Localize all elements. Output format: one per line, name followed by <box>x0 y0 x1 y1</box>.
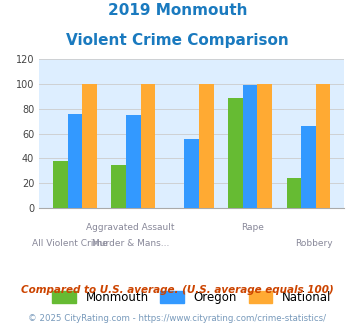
Bar <box>184 139 199 208</box>
Text: 2019 Monmouth: 2019 Monmouth <box>108 3 247 18</box>
Bar <box>301 126 316 208</box>
Text: Aggravated Assault: Aggravated Assault <box>86 223 175 232</box>
Bar <box>126 115 141 208</box>
Bar <box>286 178 301 208</box>
Text: Violent Crime Comparison: Violent Crime Comparison <box>66 33 289 48</box>
Bar <box>228 98 243 208</box>
Text: © 2025 CityRating.com - https://www.cityrating.com/crime-statistics/: © 2025 CityRating.com - https://www.city… <box>28 314 327 323</box>
Legend: Monmouth, Oregon, National: Monmouth, Oregon, National <box>53 291 331 304</box>
Text: Compared to U.S. average. (U.S. average equals 100): Compared to U.S. average. (U.S. average … <box>21 285 334 295</box>
Bar <box>111 165 126 208</box>
Bar <box>257 84 272 208</box>
Bar <box>53 161 67 208</box>
Text: Robbery: Robbery <box>295 239 333 248</box>
Bar <box>199 84 214 208</box>
Bar <box>316 84 331 208</box>
Bar <box>82 84 97 208</box>
Bar <box>141 84 155 208</box>
Bar <box>67 114 82 208</box>
Text: Rape: Rape <box>241 223 264 232</box>
Text: Murder & Mans...: Murder & Mans... <box>92 239 169 248</box>
Bar <box>243 85 257 208</box>
Text: All Violent Crime: All Violent Crime <box>32 239 108 248</box>
